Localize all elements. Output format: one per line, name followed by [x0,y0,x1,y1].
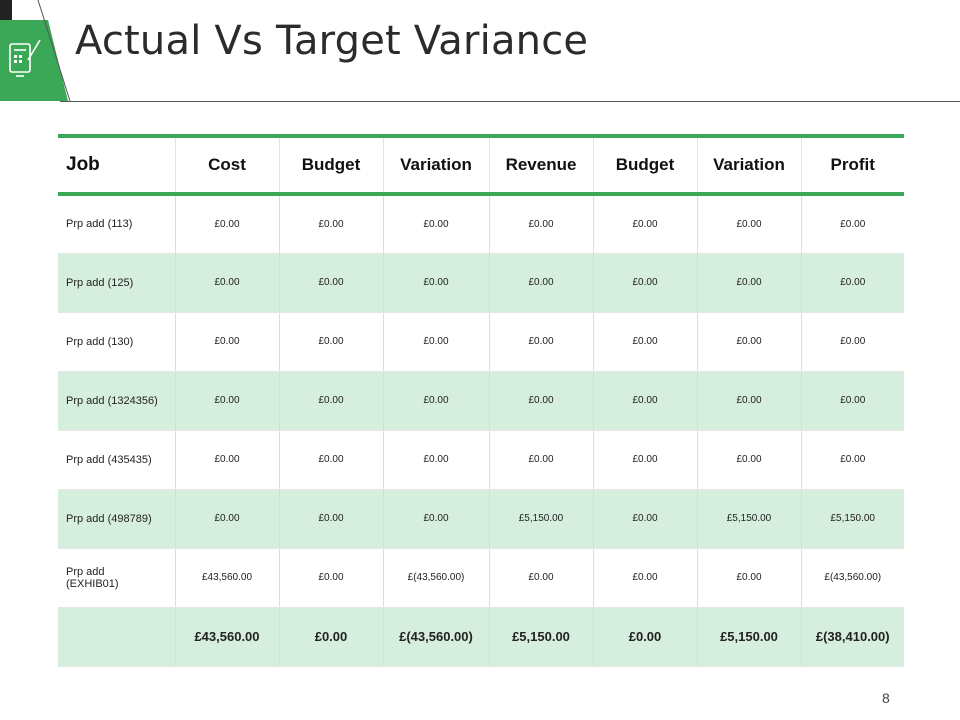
value-cell: £0.00 [278,430,383,490]
table-row: Prp add (130) £0.00 £0.00 £0.00 £0.00 £0… [58,312,904,372]
value-cell: £0.00 [278,194,383,254]
value-cell: £5,150.00 [488,489,593,549]
value-cell: £0.00 [696,548,801,608]
value-cell: £0.00 [592,371,697,431]
value-cell: £0.00 [696,312,801,372]
total-cell: £5,150.00 [696,607,801,667]
value-cell: £0.00 [174,194,279,254]
slide-title: Actual Vs Target Variance [75,18,589,64]
value-cell: £0.00 [174,371,279,431]
job-cell: Prp add (125) [58,253,175,313]
value-cell: £0.00 [278,253,383,313]
header-revenue: Revenue [488,134,593,196]
corner-decoration [0,0,71,102]
value-cell: £0.00 [382,430,489,490]
value-cell: £0.00 [592,312,697,372]
value-cell: £0.00 [488,194,593,254]
title-underline [60,101,960,102]
value-cell: £5,150.00 [696,489,801,549]
total-cell: £0.00 [278,607,383,667]
header-budget-2: Budget [592,134,697,196]
value-cell: £0.00 [174,430,279,490]
value-cell: £0.00 [800,371,904,431]
value-cell: £0.00 [278,489,383,549]
corner-dark-tab [0,0,12,20]
page-number: 8 [882,690,890,706]
value-cell: £0.00 [382,371,489,431]
value-cell: £0.00 [800,253,904,313]
value-cell: £0.00 [696,253,801,313]
value-cell: £0.00 [174,253,279,313]
job-cell: Prp add (EXHIB01) [58,548,175,608]
table-total-row: £43,560.00 £0.00 £(43,560.00) £5,150.00 … [58,607,904,667]
value-cell: £0.00 [800,312,904,372]
value-cell: £(43,560.00) [800,548,904,608]
value-cell: £0.00 [278,548,383,608]
table-header-row: Job Cost Budget Variation Revenue Budget… [58,134,904,196]
total-cell: £43,560.00 [174,607,279,667]
table-row: Prp add (113) £0.00 £0.00 £0.00 £0.00 £0… [58,194,904,254]
value-cell: £43,560.00 [174,548,279,608]
header-cost: Cost [174,134,279,196]
value-cell: £0.00 [488,371,593,431]
total-cell: £0.00 [592,607,697,667]
table-row: Prp add (435435) £0.00 £0.00 £0.00 £0.00… [58,430,904,490]
value-cell: £0.00 [592,430,697,490]
header-profit: Profit [800,134,904,196]
calculator-tablet-icon [9,39,41,77]
value-cell: £0.00 [488,312,593,372]
corner-diagonal-line [37,0,71,102]
value-cell: £0.00 [696,430,801,490]
value-cell: £0.00 [382,312,489,372]
total-cell: £(38,410.00) [800,607,904,667]
header-variation-2: Variation [696,134,801,196]
value-cell: £0.00 [592,489,697,549]
value-cell: £0.00 [488,430,593,490]
header-budget: Budget [278,134,383,196]
value-cell: £0.00 [174,312,279,372]
value-cell: £0.00 [488,548,593,608]
job-cell: Prp add (1324356) [58,371,175,431]
total-label-cell [58,607,175,667]
table-row: Prp add (EXHIB01) £43,560.00 £0.00 £(43,… [58,548,904,608]
job-cell: Prp add (435435) [58,430,175,490]
value-cell: £0.00 [382,253,489,313]
header-variation: Variation [382,134,489,196]
value-cell: £0.00 [382,194,489,254]
value-cell: £0.00 [800,194,904,254]
value-cell: £0.00 [696,194,801,254]
value-cell: £0.00 [174,489,279,549]
header-job: Job [58,134,175,196]
value-cell: £0.00 [696,371,801,431]
total-cell: £(43,560.00) [382,607,489,667]
value-cell: £0.00 [800,430,904,490]
value-cell: £5,150.00 [800,489,904,549]
variance-table: Job Cost Budget Variation Revenue Budget… [58,134,904,667]
value-cell: £0.00 [278,371,383,431]
variance-table-container: Job Cost Budget Variation Revenue Budget… [58,134,904,667]
table-row: Prp add (1324356) £0.00 £0.00 £0.00 £0.0… [58,371,904,431]
value-cell: £0.00 [488,253,593,313]
table-row: Prp add (498789) £0.00 £0.00 £0.00 £5,15… [58,489,904,549]
value-cell: £0.00 [592,194,697,254]
table-row: Prp add (125) £0.00 £0.00 £0.00 £0.00 £0… [58,253,904,313]
value-cell: £0.00 [382,489,489,549]
value-cell: £0.00 [592,548,697,608]
value-cell: £(43,560.00) [382,548,489,608]
job-cell: Prp add (113) [58,194,175,254]
job-cell: Prp add (498789) [58,489,175,549]
value-cell: £0.00 [592,253,697,313]
job-cell: Prp add (130) [58,312,175,372]
total-cell: £5,150.00 [488,607,593,667]
value-cell: £0.00 [278,312,383,372]
